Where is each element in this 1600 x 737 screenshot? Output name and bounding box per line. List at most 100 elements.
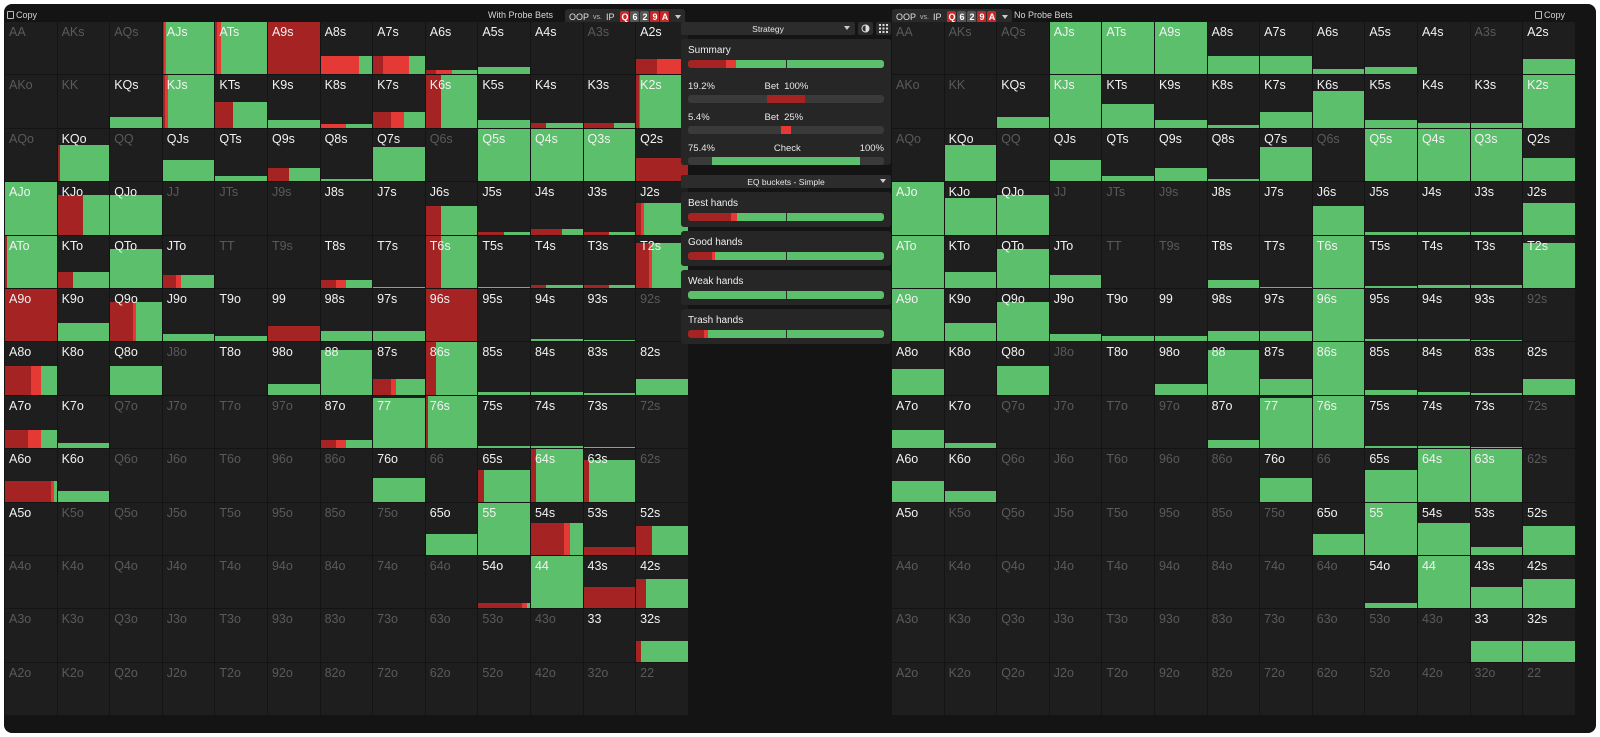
hand-cell[interactable]: T9s [267, 235, 321, 289]
hand-cell[interactable]: 32s [636, 609, 689, 663]
eq-buckets-dropdown[interactable]: EQ buckets - Simple [681, 175, 891, 188]
hand-cell[interactable]: 73o [1260, 609, 1313, 663]
hand-cell[interactable]: 94s [530, 288, 584, 343]
hand-cell[interactable]: 98o [1154, 342, 1208, 396]
hand-cell[interactable]: 85o [1207, 502, 1261, 556]
hand-cell[interactable]: K9s [267, 75, 321, 129]
hand-cell[interactable]: A7o [5, 395, 58, 450]
hand-cell[interactable]: 77 [1260, 395, 1313, 450]
hand-cell[interactable]: AQs [997, 22, 1050, 76]
hand-cell[interactable]: J9s [267, 182, 321, 236]
hand-cell[interactable]: QTo [997, 235, 1050, 289]
hand-cell[interactable]: T9s [1154, 235, 1208, 289]
hand-cell[interactable]: 92o [1154, 662, 1208, 717]
hand-cell[interactable]: KJs [162, 75, 216, 129]
hand-cell[interactable]: 44 [1417, 555, 1471, 610]
hand-cell[interactable]: 73o [373, 609, 426, 663]
hand-cell[interactable]: 64o [425, 555, 479, 610]
hand-cell[interactable]: Q3s [1470, 128, 1524, 183]
hand-cell[interactable]: QTo [110, 235, 163, 289]
hand-cell[interactable]: Q7o [110, 395, 163, 450]
hand-cell[interactable]: 22 [1523, 662, 1576, 717]
hand-cell[interactable]: 92o [267, 662, 321, 717]
left-matchup-selector[interactable]: OOP vs. IP Q 6 2 9 A [565, 8, 686, 26]
hand-cell[interactable]: 54o [478, 555, 531, 610]
hand-cell[interactable]: K6o [57, 449, 111, 503]
hand-cell[interactable]: JJ [1049, 182, 1103, 236]
hand-cell[interactable]: J4s [530, 182, 584, 236]
hand-cell[interactable]: Q9o [110, 288, 163, 343]
hand-cell[interactable]: K6o [944, 449, 998, 503]
hand-cell[interactable]: T6s [1312, 235, 1366, 289]
hand-cell[interactable]: J2o [162, 662, 216, 717]
hand-cell[interactable]: 98s [320, 288, 374, 343]
hand-cell[interactable]: A6s [1312, 22, 1366, 76]
hand-cell[interactable]: Q9s [267, 128, 321, 183]
hand-cell[interactable]: 87o [1207, 395, 1261, 450]
hand-cell[interactable]: 76s [1312, 395, 1366, 450]
hand-cell[interactable]: 43o [530, 609, 584, 663]
hand-cell[interactable]: 65o [1312, 502, 1366, 556]
hand-cell[interactable]: T9o [215, 288, 268, 343]
hand-cell[interactable]: J9o [162, 288, 216, 343]
hand-cell[interactable]: JTs [1102, 182, 1155, 236]
hand-cell[interactable]: A6o [5, 449, 58, 503]
grid-icon[interactable] [876, 22, 891, 35]
hand-cell[interactable]: 53s [1470, 502, 1524, 556]
hand-cell[interactable]: 84s [1417, 342, 1471, 396]
hand-cell[interactable]: Q5s [1365, 128, 1418, 183]
hand-cell[interactable]: 72s [1523, 395, 1576, 450]
hand-cell[interactable]: J4o [1049, 555, 1103, 610]
hand-cell[interactable]: A3o [892, 609, 945, 663]
hand-cell[interactable]: J8s [320, 182, 374, 236]
hand-cell[interactable]: 22 [636, 662, 689, 717]
hand-cell[interactable]: Q8s [1207, 128, 1261, 183]
hand-cell[interactable]: ATo [892, 235, 945, 289]
hand-cell[interactable]: 82o [320, 662, 374, 717]
hand-cell[interactable]: A5o [5, 502, 58, 556]
hand-cell[interactable]: 83s [583, 342, 637, 396]
hand-cell[interactable]: 74o [373, 555, 426, 610]
hand-cell[interactable]: 93s [1470, 288, 1524, 343]
hand-cell[interactable]: QJo [997, 182, 1050, 236]
hand-cell[interactable]: Q7s [1260, 128, 1313, 183]
hand-cell[interactable]: KK [944, 75, 998, 129]
hand-cell[interactable]: KJo [57, 182, 111, 236]
hand-cell[interactable]: 86s [425, 342, 479, 396]
hand-cell[interactable]: AQs [110, 22, 163, 76]
hand-cell[interactable]: 62s [636, 449, 689, 503]
hand-cell[interactable]: Q6o [997, 449, 1050, 503]
hand-cell[interactable]: 73s [583, 395, 637, 450]
hand-cell[interactable]: J8o [1049, 342, 1103, 396]
hand-cell[interactable]: J4s [1417, 182, 1471, 236]
hand-cell[interactable]: J6s [425, 182, 479, 236]
hand-cell[interactable]: 75o [1260, 502, 1313, 556]
hand-cell[interactable]: T3s [1470, 235, 1524, 289]
hand-cell[interactable]: K4o [944, 555, 998, 610]
hand-cell[interactable]: 65o [425, 502, 479, 556]
hand-cell[interactable]: K8o [944, 342, 998, 396]
hand-cell[interactable]: K2o [57, 662, 111, 717]
hand-cell[interactable]: KJo [944, 182, 998, 236]
hand-cell[interactable]: 96o [267, 449, 321, 503]
hand-cell[interactable]: 72o [1260, 662, 1313, 717]
hand-cell[interactable]: 33 [1470, 609, 1524, 663]
hand-cell[interactable]: K5s [1365, 75, 1418, 129]
hand-cell[interactable]: 64s [530, 449, 584, 503]
hand-cell[interactable]: 97s [373, 288, 426, 343]
hand-cell[interactable]: A7s [1260, 22, 1313, 76]
hand-cell[interactable]: T2o [1102, 662, 1155, 717]
hand-cell[interactable]: 63o [425, 609, 479, 663]
hand-cell[interactable]: KQo [57, 128, 111, 183]
hand-cell[interactable]: 52o [1365, 662, 1418, 717]
hand-cell[interactable]: 97s [1260, 288, 1313, 343]
hand-cell[interactable]: K2o [944, 662, 998, 717]
hand-cell[interactable]: KTs [215, 75, 268, 129]
hand-cell[interactable]: J6s [1312, 182, 1366, 236]
hand-cell[interactable]: 72s [636, 395, 689, 450]
hand-cell[interactable]: T3o [1102, 609, 1155, 663]
hand-cell[interactable]: T8s [1207, 235, 1261, 289]
left-copy-button[interactable]: Copy [7, 10, 37, 20]
hand-cell[interactable]: K5o [944, 502, 998, 556]
hand-cell[interactable]: 87s [373, 342, 426, 396]
